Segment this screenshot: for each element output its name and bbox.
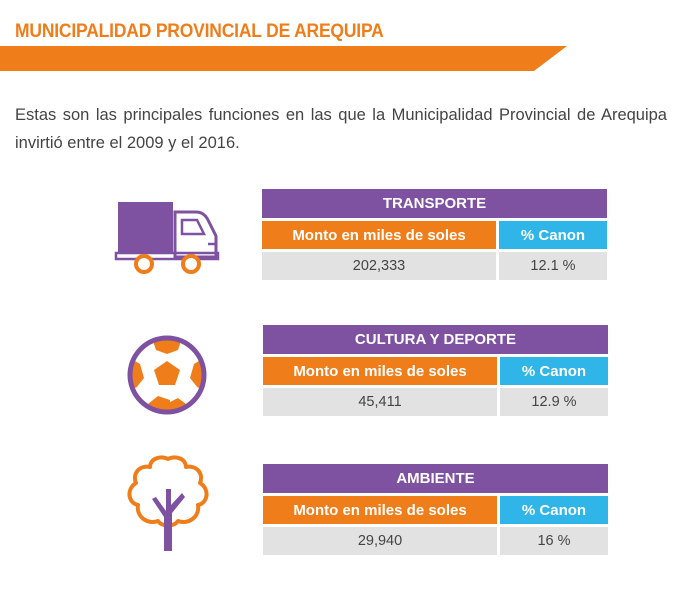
canon-value: 12.9 % xyxy=(500,388,608,416)
column-header-amount: Monto en miles de soles xyxy=(263,496,497,524)
soccer-ball-icon xyxy=(127,335,207,415)
canon-value: 16 % xyxy=(500,527,608,555)
page-title: MUNICIPALIDAD PROVINCIAL DE AREQUIPA xyxy=(15,21,384,42)
column-header-canon: % Canon xyxy=(500,357,608,385)
column-header-amount: Monto en miles de soles xyxy=(262,221,496,249)
amount-value: 29,940 xyxy=(263,527,497,555)
title-underline-bar xyxy=(0,46,567,71)
section-title: CULTURA Y DEPORTE xyxy=(263,325,608,354)
column-header-canon: % Canon xyxy=(499,221,607,249)
section-title: AMBIENTE xyxy=(263,464,608,493)
table-cultura-deporte: CULTURA Y DEPORTE Monto en miles de sole… xyxy=(263,325,608,416)
tree-icon xyxy=(127,455,209,551)
truck-icon xyxy=(114,202,220,274)
column-header-canon: % Canon xyxy=(500,496,608,524)
canon-value: 12.1 % xyxy=(499,252,607,280)
amount-value: 202,333 xyxy=(262,252,496,280)
column-header-amount: Monto en miles de soles xyxy=(263,357,497,385)
amount-value: 45,411 xyxy=(263,388,497,416)
intro-text: Estas son las principales funciones en l… xyxy=(15,106,667,152)
section-title: TRANSPORTE xyxy=(262,189,607,218)
table-transporte: TRANSPORTE Monto en miles de soles % Can… xyxy=(262,189,607,280)
table-ambiente: AMBIENTE Monto en miles de soles % Canon… xyxy=(263,464,608,555)
